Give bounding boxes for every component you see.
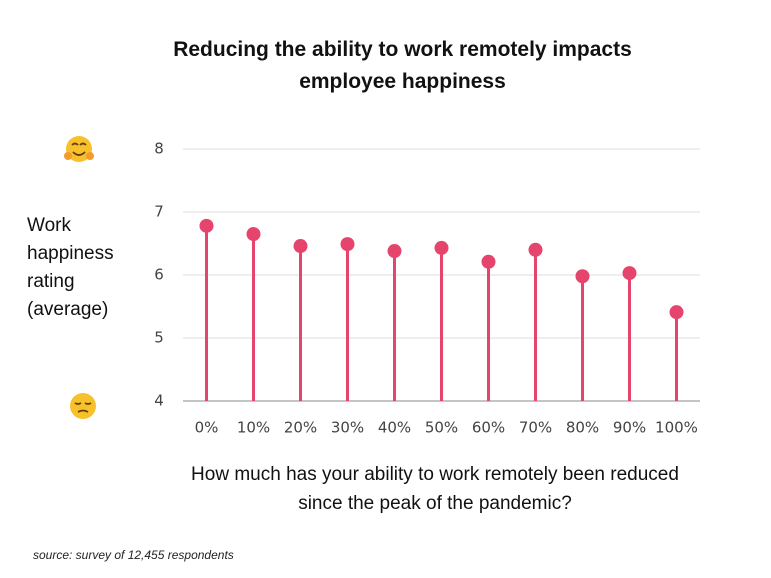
y-tick-label: 7 — [154, 203, 164, 221]
x-tick-label: 70% — [519, 419, 552, 437]
dot — [669, 305, 684, 320]
x-tick-label: 30% — [331, 419, 364, 437]
dot — [481, 254, 496, 269]
dot — [246, 227, 261, 242]
y-axis-label: Work happiness rating (average) — [27, 215, 114, 320]
x-tick-label: 60% — [472, 419, 505, 437]
x-tick-label: 40% — [378, 419, 411, 437]
happy-face-icon — [64, 136, 94, 162]
sad-face-icon — [70, 393, 96, 419]
dot — [293, 239, 308, 254]
dot — [340, 237, 355, 252]
dot — [434, 240, 449, 255]
source-note: source: survey of 12,455 respondents — [33, 548, 234, 562]
dot — [622, 266, 637, 281]
dot — [387, 244, 402, 259]
chart-title: Reducing the ability to work remotely im… — [173, 38, 632, 93]
y-tick-label: 5 — [154, 329, 164, 347]
y-tick-label: 8 — [154, 140, 164, 158]
dot — [199, 218, 214, 233]
x-tick-label: 50% — [425, 419, 458, 437]
x-axis-label: How much has your ability to work remote… — [191, 464, 679, 514]
x-tick-label: 90% — [613, 419, 646, 437]
x-tick-label: 0% — [195, 419, 219, 437]
dot — [528, 242, 543, 257]
x-tick-label: 100% — [655, 419, 698, 437]
x-tick-label: 80% — [566, 419, 599, 437]
y-tick-label: 4 — [154, 392, 164, 410]
dot — [575, 269, 590, 284]
x-tick-label: 10% — [237, 419, 270, 437]
y-tick-label: 6 — [154, 266, 164, 284]
x-tick-label: 20% — [284, 419, 317, 437]
